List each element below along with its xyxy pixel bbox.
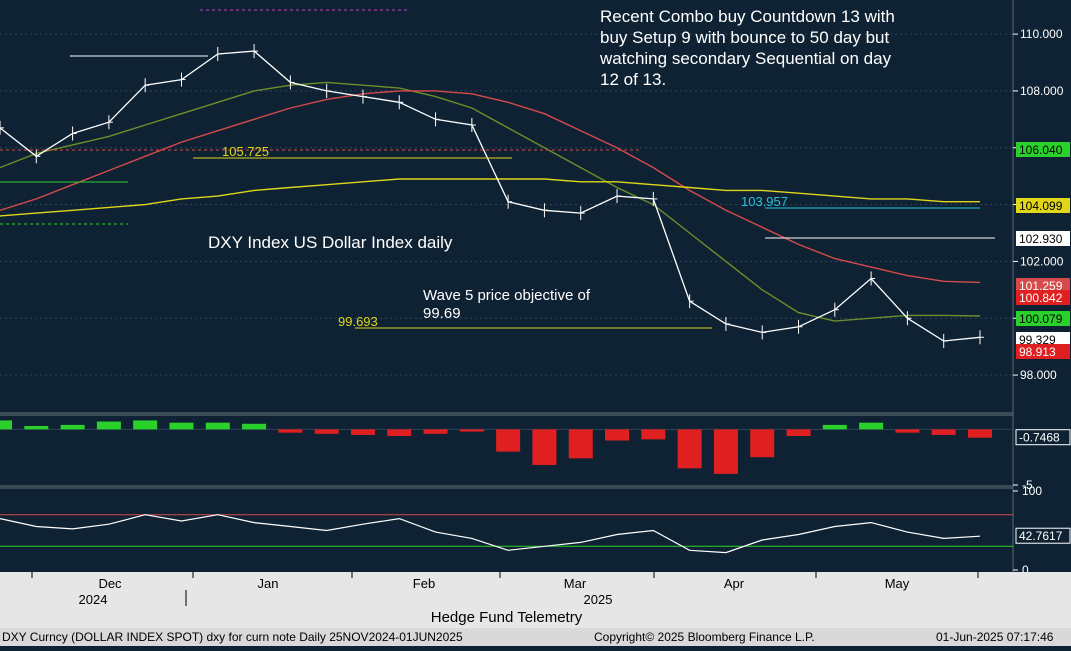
x-axis: Dec Jan Feb Mar Apr May 2024 2025: [31, 572, 979, 607]
commentary-line-1: Recent Combo buy Countdown 13 with: [600, 7, 895, 26]
footer-bar: DXY Curncy (DOLLAR INDEX SPOT) dxy for c…: [0, 628, 1071, 646]
macd-bar: [96, 421, 121, 430]
price-tag-label: 100.079: [1019, 312, 1063, 326]
level-label-104-cyan: 103.957: [741, 194, 788, 209]
macd-bar: [895, 429, 920, 433]
price-tag: [1016, 142, 1070, 157]
x-axis-caption: Hedge Fund Telemetry: [430, 609, 583, 626]
macd-bar: [677, 429, 702, 469]
commentary-line-3: watching secondary Sequential on day: [599, 49, 892, 68]
macd-bar: [968, 429, 992, 438]
macd-bar: [133, 420, 158, 430]
macd-bar: [750, 429, 775, 458]
macd-bar: [496, 429, 521, 452]
wave-note-line-1: Wave 5 price objective of: [423, 287, 591, 304]
rsi-tag-label: 42.7617: [1019, 529, 1063, 543]
y-tick-label: 108.000: [1020, 84, 1064, 98]
x-month-label: May: [885, 576, 910, 591]
macd-bar: [60, 424, 85, 430]
x-month-label: Apr: [724, 576, 745, 591]
macd-bar: [931, 429, 956, 435]
rsi-tag: [1015, 527, 1071, 544]
price-tag-label: 106.040: [1019, 143, 1063, 157]
footer-right: 01-Jun-2025 07:17:46: [936, 630, 1054, 644]
macd-tag: [1015, 429, 1071, 446]
x-month-label: Feb: [413, 576, 435, 591]
macd-bar: [423, 429, 448, 434]
index-title: DXY Index US Dollar Index daily: [208, 233, 453, 252]
price-tag: [1016, 278, 1070, 293]
macd-bar: [387, 429, 412, 437]
ma100-line: [0, 90, 981, 284]
macd-bar: [350, 429, 375, 435]
price-tag: [1016, 231, 1070, 246]
macd-bar: [568, 429, 593, 459]
panel-divider-bottom[interactable]: [0, 485, 1013, 489]
commentary-line-4: 12 of 13.: [600, 70, 666, 89]
price-tag-label: 101.259: [1019, 279, 1063, 293]
macd-bar: [786, 429, 811, 437]
x-month-label: Mar: [564, 576, 587, 591]
price-tag: [1016, 332, 1070, 347]
x-year-label: 2025: [584, 592, 613, 607]
macd-bar: [169, 422, 194, 430]
ma200-line: [0, 178, 980, 217]
macd-tag-label: -0.7468: [1019, 431, 1060, 445]
y-tick-label: 98.000: [1020, 368, 1057, 382]
footer-left: DXY Curncy (DOLLAR INDEX SPOT) dxy for c…: [2, 630, 463, 644]
y-tick-label: 102.000: [1020, 254, 1064, 268]
macd-bar: [605, 429, 630, 441]
macd-bar: [242, 423, 267, 430]
commentary-line-2: buy Setup 9 with bounce to 50 day but: [600, 28, 889, 47]
macd-bar: [24, 426, 49, 430]
rsi-line: [0, 514, 981, 554]
rsi-tick-label: 100: [1022, 484, 1042, 498]
macd-bar: [641, 429, 666, 440]
price-tag: [1016, 290, 1070, 305]
macd-bar: [532, 429, 557, 465]
price-tag-label: 100.842: [1019, 291, 1063, 305]
price-tag: [1016, 198, 1070, 213]
price-tag: [1016, 311, 1070, 326]
ma50-line: [0, 81, 981, 322]
wave-note-line-2: 99.69: [423, 305, 461, 322]
price-tag: [1016, 344, 1070, 359]
macd-bar: [278, 429, 303, 433]
panel-divider-top[interactable]: [0, 412, 1013, 416]
rsi-tick-label: 0: [1022, 563, 1029, 577]
level-label-99: 99.693: [338, 314, 378, 329]
macd-bar: [314, 429, 339, 434]
price-tag-label: 102.930: [1019, 232, 1063, 246]
price-tag-label: 98.913: [1019, 345, 1056, 359]
x-year-label: 2024: [79, 592, 108, 607]
macd-bar: [205, 422, 230, 430]
macd-bar: [859, 422, 884, 430]
level-label-105: 105.725: [222, 144, 269, 159]
macd-bar: [459, 429, 484, 432]
x-month-label: Dec: [98, 576, 122, 591]
price-line: [0, 50, 981, 342]
macd-bar: [713, 429, 738, 474]
footer-center: Copyright© 2025 Bloomberg Finance L.P.: [594, 630, 815, 644]
macd-bar: [822, 424, 847, 430]
y-tick-label: 110.000: [1020, 27, 1063, 41]
x-month-label: Jan: [258, 576, 279, 591]
price-tag-label: 99.329: [1019, 333, 1056, 347]
price-tag-label: 104.099: [1019, 199, 1063, 213]
macd-tick-label: -5: [1022, 478, 1033, 492]
macd-bar: [0, 420, 12, 430]
x-axis-area: Dec Jan Feb Mar Apr May 2024 2025 Hedge Fund Te…: [0, 572, 1071, 628]
